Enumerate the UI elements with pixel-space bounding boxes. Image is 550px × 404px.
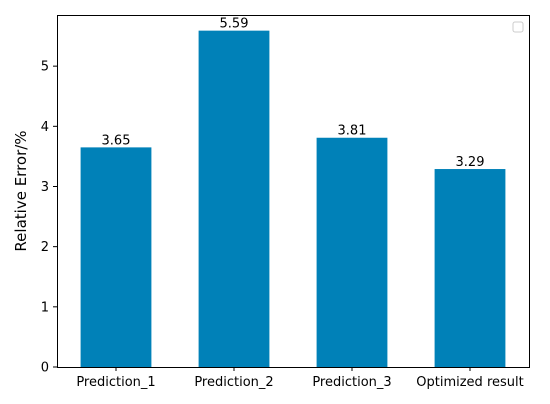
empty-legend-box — [512, 21, 524, 33]
y-tick-label-2: 2 — [41, 240, 49, 255]
bars-group — [80, 30, 506, 368]
bar-3 — [316, 137, 388, 367]
bar-1 — [80, 147, 152, 367]
data-label-3: 3.81 — [338, 124, 367, 139]
y-tick-label-4: 4 — [41, 120, 49, 135]
data-labels-group: 3.65 5.59 3.81 3.29 — [102, 17, 485, 170]
y-tick-label-5: 5 — [41, 60, 49, 75]
bar-2 — [198, 30, 270, 368]
y-tick-label-1: 1 — [41, 300, 49, 315]
x-axis: Prediction_1 Prediction_2 Prediction_3 Opti… — [76, 367, 524, 390]
x-tick-label-1: Prediction_1 — [76, 375, 155, 390]
x-tick-label-4: Optimized result — [416, 375, 523, 390]
data-label-2: 5.59 — [220, 17, 249, 32]
data-label-4: 3.29 — [456, 155, 485, 170]
bar-4 — [434, 169, 506, 367]
x-tick-label-3: Prediction_3 — [312, 375, 391, 390]
plot-frame — [57, 15, 530, 368]
data-label-1: 3.65 — [102, 133, 131, 148]
x-tick-label-2: Prediction_2 — [194, 375, 273, 390]
y-axis: 0 1 2 3 4 5 — [41, 60, 57, 376]
y-tick-label-0: 0 — [41, 361, 49, 376]
y-axis-label: Relative Error/% — [12, 130, 30, 251]
y-tick-label-3: 3 — [41, 180, 49, 195]
